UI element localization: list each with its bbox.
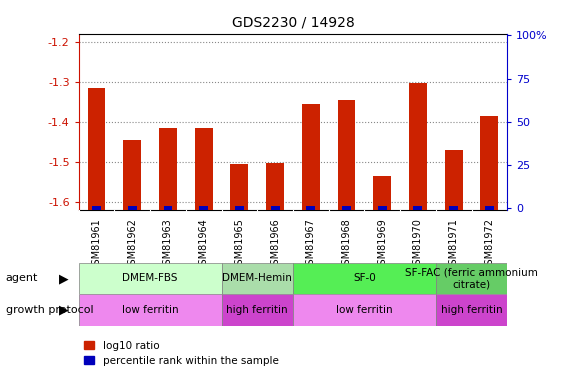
Text: low ferritin: low ferritin	[336, 305, 393, 315]
Bar	[449, 207, 458, 210]
Text: GSM81963: GSM81963	[163, 218, 173, 271]
Bar	[235, 207, 244, 210]
Text: ▶: ▶	[59, 304, 69, 317]
Title: GDS2230 / 14928: GDS2230 / 14928	[231, 16, 354, 30]
Bar	[409, 82, 427, 210]
Bar	[445, 150, 462, 210]
Bar	[159, 128, 177, 210]
Bar	[92, 207, 101, 210]
Bar	[124, 140, 141, 210]
Bar	[87, 88, 106, 210]
Bar	[480, 116, 498, 210]
Bar	[342, 207, 351, 210]
Bar	[79, 262, 222, 294]
Text: growth protocol: growth protocol	[6, 305, 93, 315]
Text: GSM81965: GSM81965	[234, 218, 244, 271]
Text: high ferritin: high ferritin	[441, 305, 503, 315]
Bar	[378, 207, 387, 210]
Bar	[373, 176, 391, 210]
Text: GSM81971: GSM81971	[449, 218, 459, 271]
Bar	[199, 207, 208, 210]
Bar	[485, 207, 494, 210]
Bar	[79, 294, 222, 326]
Text: DMEM-FBS: DMEM-FBS	[122, 273, 178, 284]
Bar	[266, 163, 284, 210]
Legend: log10 ratio, percentile rank within the sample: log10 ratio, percentile rank within the …	[84, 341, 279, 366]
Bar	[222, 262, 293, 294]
Text: high ferritin: high ferritin	[226, 305, 288, 315]
Text: GSM81961: GSM81961	[92, 218, 101, 271]
Bar	[436, 262, 507, 294]
Text: DMEM-Hemin: DMEM-Hemin	[222, 273, 292, 284]
Text: GSM81972: GSM81972	[484, 218, 494, 271]
Bar	[302, 104, 319, 210]
Bar	[338, 100, 356, 210]
Bar	[230, 164, 248, 210]
Bar	[413, 207, 423, 210]
Text: GSM81966: GSM81966	[270, 218, 280, 271]
Bar	[293, 294, 436, 326]
Bar	[195, 128, 213, 210]
Text: ▶: ▶	[59, 272, 69, 285]
Bar	[128, 207, 137, 210]
Text: GSM81964: GSM81964	[199, 218, 209, 271]
Text: GSM81969: GSM81969	[377, 218, 387, 271]
Text: SF-0: SF-0	[353, 273, 376, 284]
Text: agent: agent	[6, 273, 38, 284]
Bar	[271, 207, 280, 210]
Text: SF-FAC (ferric ammonium
citrate): SF-FAC (ferric ammonium citrate)	[405, 268, 538, 289]
Bar	[163, 207, 173, 210]
Text: GSM81970: GSM81970	[413, 218, 423, 271]
Bar	[306, 207, 315, 210]
Text: GSM81967: GSM81967	[306, 218, 316, 271]
Bar	[293, 262, 436, 294]
Text: GSM81968: GSM81968	[342, 218, 352, 271]
Text: low ferritin: low ferritin	[122, 305, 178, 315]
Bar	[222, 294, 293, 326]
Text: GSM81962: GSM81962	[127, 218, 137, 271]
Bar	[436, 294, 507, 326]
